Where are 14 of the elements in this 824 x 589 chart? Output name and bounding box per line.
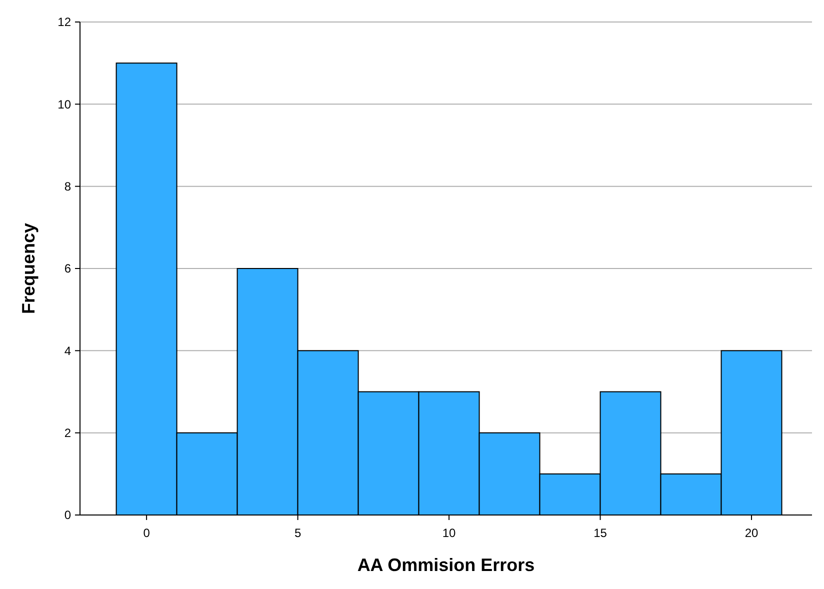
x-tick-label: 20 (744, 526, 758, 540)
y-tick-label: 2 (64, 426, 72, 440)
y-tick-label: 6 (64, 262, 72, 276)
y-tick-label: 10 (58, 97, 72, 112)
x-tick-label: 15 (594, 526, 608, 540)
y-tick-label: 0 (64, 508, 72, 522)
x-tick-label: 10 (442, 526, 456, 540)
y-tick-label: 8 (64, 180, 72, 194)
x-tick-label: 5 (294, 526, 302, 540)
y-tick-label: 4 (64, 344, 72, 358)
x-tick-label: 0 (143, 526, 150, 540)
y-axis-title: Frequency (18, 222, 38, 314)
x-axis-title: AA Ommision Errors (357, 555, 535, 575)
y-tick-label: 12 (58, 15, 72, 30)
